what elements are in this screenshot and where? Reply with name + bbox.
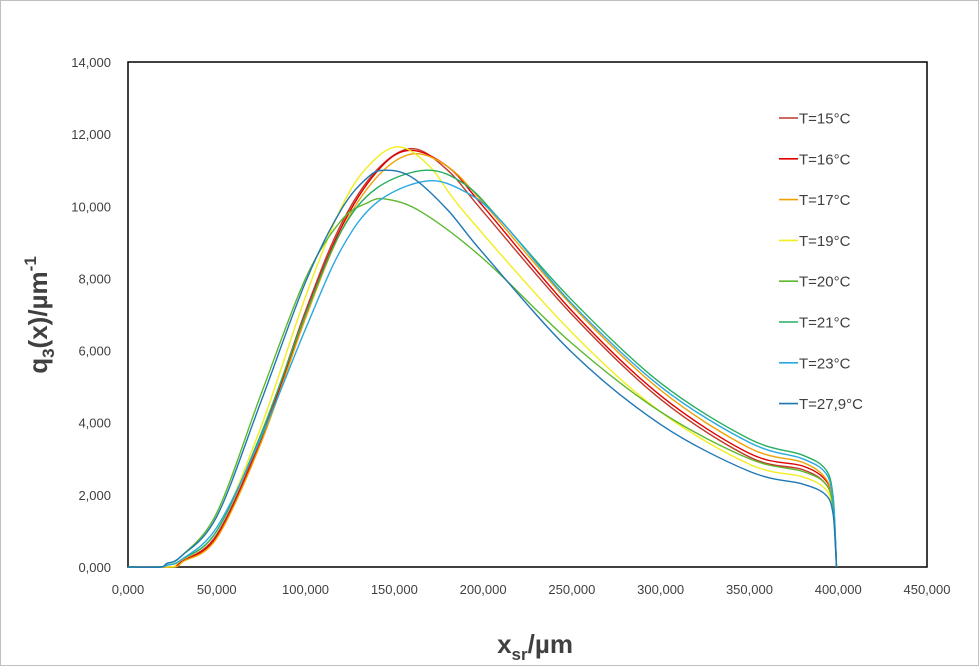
y-tick-label: 12,000 (71, 127, 111, 142)
series-line-6 (127, 169, 838, 568)
x-axis-title: xsr/µm (497, 629, 573, 664)
x-axis-title-main: x (497, 629, 512, 659)
series-line-7 (127, 180, 838, 568)
y-tick-label: 4,000 (78, 416, 111, 431)
y-tick-labels: 0,000 2,000 4,000 6,000 8,000 10,000 12,000 14,… (71, 55, 111, 575)
plot-area (127, 61, 928, 568)
x-tick-label: 450,000 (904, 582, 951, 597)
x-tick-label: 350,000 (726, 582, 773, 597)
x-tick-label: 400,000 (815, 582, 862, 597)
series-line-5 (127, 197, 838, 568)
y-tick-label: 0,000 (78, 560, 111, 575)
legend-label: T=15°C (799, 111, 851, 128)
legend: T=15°C T=16°C T=17°C T=19°C T=20°C T=21°C T=23… (779, 111, 863, 413)
legend-label: T=16°C (799, 151, 851, 168)
y-axis-title-mid: (x)/µm (23, 271, 53, 348)
y-tick-label: 14,000 (71, 55, 111, 70)
series-line-2 (127, 149, 838, 568)
legend-label: T=20°C (799, 274, 851, 291)
y-axis-title: q3(x)/µm-1 (21, 256, 58, 374)
x-tick-label: 0,000 (112, 582, 145, 597)
y-axis-title-sup: -1 (21, 256, 40, 271)
legend-label: T=23°C (799, 355, 851, 372)
x-tick-label: 150,000 (371, 582, 418, 597)
x-tick-label: 100,000 (282, 582, 329, 597)
y-tick-label: 8,000 (78, 271, 111, 286)
x-tick-label: 200,000 (460, 582, 507, 597)
y-tick-label: 10,000 (71, 199, 111, 214)
x-axis-title-suffix: /µm (528, 629, 573, 659)
series-layer (127, 146, 838, 568)
x-axis-title-sub: sr (512, 645, 528, 664)
y-axis-title-sub: 3 (39, 348, 58, 357)
legend-label: T=19°C (799, 233, 851, 250)
x-tick-label: 250,000 (548, 582, 595, 597)
y-tick-label: 6,000 (78, 344, 111, 359)
y-axis-title-main: q (23, 358, 53, 374)
series-line-3 (127, 152, 838, 568)
legend-label: T=27,9°C (799, 396, 863, 413)
x-tick-label: 300,000 (637, 582, 684, 597)
x-tick-labels: 0,000 50,000 100,000 150,000 200,000 250,000 3… (112, 582, 951, 597)
x-tick-label: 50,000 (197, 582, 237, 597)
legend-label: T=21°C (799, 315, 851, 332)
y-tick-label: 2,000 (78, 488, 111, 503)
series-line-8 (127, 169, 838, 568)
legend-label: T=17°C (799, 192, 851, 209)
